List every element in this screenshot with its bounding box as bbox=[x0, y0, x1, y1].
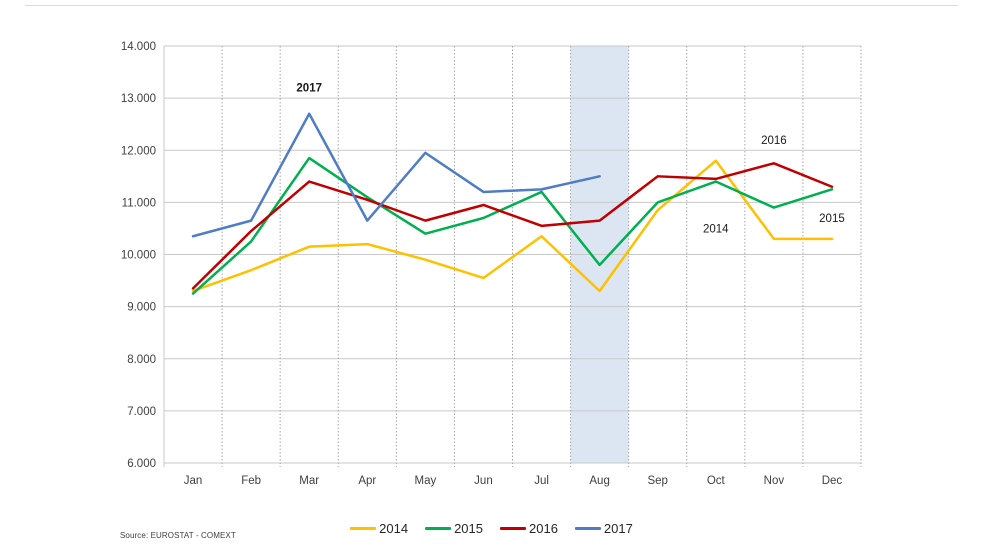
series-annotation-2017: 2017 bbox=[296, 83, 322, 95]
x-axis-tick-label-jul: Jul bbox=[534, 475, 549, 487]
legend-label-2016: 2016 bbox=[529, 521, 558, 536]
x-axis-tick-label-aug: Aug bbox=[589, 475, 609, 487]
legend-item-2015: 2015 bbox=[425, 521, 483, 536]
y-axis-tick-label: 11.000 bbox=[122, 197, 156, 209]
x-axis-tick-label-nov: Nov bbox=[764, 475, 785, 487]
y-axis-tick-label: 14.000 bbox=[121, 41, 156, 53]
legend-swatch-2017 bbox=[574, 527, 601, 530]
y-axis-tick-label: 13.000 bbox=[121, 93, 156, 105]
legend-label-2015: 2015 bbox=[454, 521, 483, 536]
y-axis-tick-label: 12.000 bbox=[121, 145, 156, 157]
x-axis-tick-label-dec: Dec bbox=[822, 475, 843, 487]
legend-label-2014: 2014 bbox=[379, 521, 409, 536]
y-axis-tick-label: 7.000 bbox=[127, 406, 156, 418]
legend-item-2014: 2014 bbox=[350, 521, 408, 536]
y-axis-tick-label: 6.000 bbox=[127, 458, 156, 470]
x-axis-tick-label-may: May bbox=[415, 475, 437, 487]
x-axis-tick-label-jun: Jun bbox=[474, 475, 493, 487]
chart-legend: 2014 2015 2016 2017 bbox=[0, 521, 983, 536]
source-note: Source: EUROSTAT - COMEXT bbox=[120, 531, 236, 540]
legend-swatch-2014 bbox=[350, 527, 377, 530]
y-axis-tick-label: 10.000 bbox=[121, 250, 156, 262]
y-axis-tick-label: 9.000 bbox=[127, 302, 156, 314]
series-line-2015 bbox=[191, 156, 834, 295]
x-axis-tick-label-jan: Jan bbox=[184, 475, 203, 487]
legend-item-2017: 2017 bbox=[574, 521, 633, 536]
x-axis-tick-label-apr: Apr bbox=[358, 475, 376, 487]
series-annotation-2015: 2015 bbox=[819, 213, 845, 225]
y-axis-tick-label: 8.000 bbox=[127, 354, 156, 366]
x-axis-tick-label-mar: Mar bbox=[299, 475, 319, 487]
series-annotation-2014: 2014 bbox=[703, 223, 729, 235]
x-axis-tick-label-sep: Sep bbox=[647, 475, 667, 487]
series-line-2017 bbox=[191, 112, 601, 238]
legend-label-2017: 2017 bbox=[603, 521, 633, 536]
legend-swatch-2016 bbox=[500, 527, 526, 530]
series-annotation-2016: 2016 bbox=[761, 135, 787, 147]
legend-item-2016: 2016 bbox=[500, 521, 558, 536]
chart-top-border bbox=[25, 5, 958, 6]
series-line-2016 bbox=[191, 162, 834, 290]
x-axis-tick-label-oct: Oct bbox=[707, 475, 726, 487]
x-axis-tick-label-feb: Feb bbox=[241, 475, 261, 487]
legend-swatch-2015 bbox=[425, 527, 452, 530]
series-line-2014 bbox=[191, 159, 834, 293]
